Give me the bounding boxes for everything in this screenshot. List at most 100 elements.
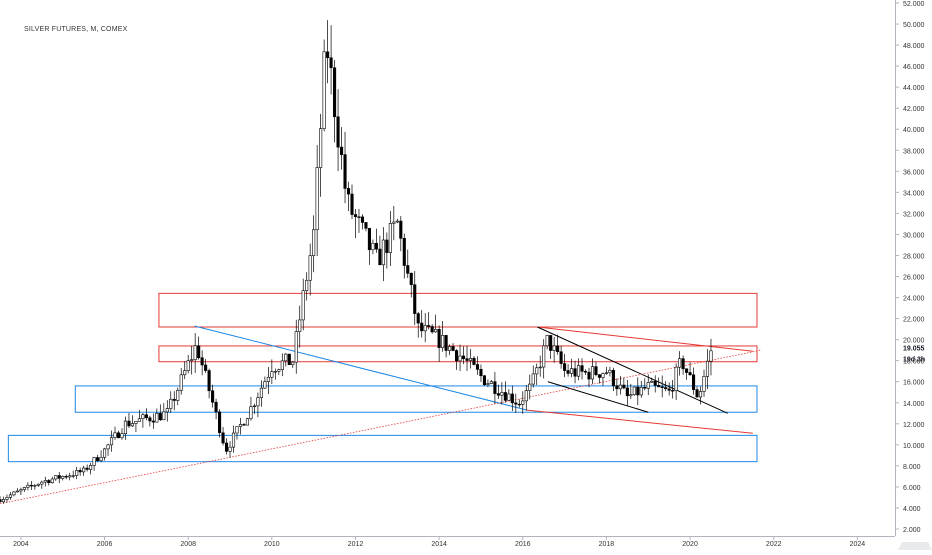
candle-body <box>109 437 114 446</box>
candle-body <box>333 67 337 118</box>
candle-body <box>343 154 347 189</box>
candle-body <box>158 413 162 421</box>
candle-body <box>305 279 309 292</box>
candles-layer <box>0 20 713 504</box>
candle-body <box>416 313 420 324</box>
candle-body <box>12 491 16 496</box>
y-tick-label: 22.000 <box>903 317 925 324</box>
candle-body <box>231 432 236 448</box>
candle-body <box>207 370 211 392</box>
candle-body <box>186 360 190 371</box>
candle-body <box>503 392 507 401</box>
candle-body <box>437 329 441 348</box>
candle-body <box>353 214 358 218</box>
candle-body <box>542 345 546 368</box>
candle-body <box>698 391 703 398</box>
candle-body <box>653 380 657 386</box>
y-tick-label: 30.000 <box>903 232 925 239</box>
candle-body <box>479 369 483 377</box>
candle-body <box>625 387 629 397</box>
candle-body <box>556 345 560 353</box>
candle-body <box>409 273 413 286</box>
y-tick-label: 44.000 <box>903 85 925 92</box>
candle-body <box>402 238 406 266</box>
candle-body <box>374 242 378 250</box>
candle-body <box>420 322 424 332</box>
candle-body <box>54 475 58 480</box>
candle-body <box>685 368 689 373</box>
y-tick-label: 8.000 <box>903 464 921 471</box>
candle-body <box>116 432 121 439</box>
candle-body <box>385 239 389 253</box>
candle-body <box>500 392 504 396</box>
y-tick-label: 6.000 <box>903 485 921 492</box>
candle-body <box>604 372 608 374</box>
candle-body <box>587 371 591 380</box>
x-tick-label: 2010 <box>264 541 280 548</box>
candle-body <box>702 376 706 392</box>
candle-body <box>134 420 138 424</box>
candle-body <box>172 398 176 401</box>
candle-body <box>242 424 246 426</box>
x-tick-label: 2014 <box>431 541 447 548</box>
y-tick-label: 34.000 <box>903 190 925 197</box>
candle-body <box>120 433 124 439</box>
y-tick-label: 4.000 <box>903 506 921 513</box>
candle-body <box>294 331 298 363</box>
candle-body <box>218 411 222 434</box>
candle-body <box>510 393 514 404</box>
candle-body <box>524 390 528 402</box>
y-tick-label: 50.000 <box>903 22 925 29</box>
candle-body <box>89 465 93 470</box>
x-tick-label: 2024 <box>850 541 866 548</box>
candle-body <box>96 457 100 461</box>
candle-body <box>176 390 180 401</box>
candle-body <box>183 370 187 376</box>
x-tick-label: 2004 <box>13 541 29 548</box>
candle-body <box>521 400 525 405</box>
last-price-box <box>896 342 932 353</box>
candle-body <box>451 346 455 351</box>
candle-body <box>47 480 51 483</box>
candle-body <box>639 386 643 396</box>
y-tick-label: 36.000 <box>903 169 925 176</box>
candle-body <box>545 335 549 347</box>
candle-body <box>301 290 305 321</box>
y-tick-label: 26.000 <box>903 275 925 282</box>
candle-body <box>200 357 204 366</box>
last-price-label: 19.055 <box>903 346 925 353</box>
candle-body <box>590 366 595 380</box>
candle-body <box>632 386 636 395</box>
candle-body <box>284 353 288 362</box>
candle-body <box>482 375 486 386</box>
candle-body <box>130 423 134 427</box>
zone-rectangle <box>74 385 758 413</box>
candle-body <box>224 442 229 452</box>
candle-body <box>137 418 141 422</box>
candle-body <box>441 335 445 348</box>
candle-body <box>75 470 79 476</box>
candle-body <box>395 220 399 223</box>
y-tick-label: 18.000 <box>903 359 925 366</box>
trendline <box>194 325 528 411</box>
candle-body <box>263 381 267 389</box>
candle-body <box>238 424 243 427</box>
trendline <box>526 409 753 434</box>
candle-body <box>103 448 107 458</box>
x-tick-label: 2016 <box>515 541 531 548</box>
zone-rectangle <box>158 292 758 328</box>
candle-body <box>326 51 330 59</box>
candle-body <box>162 411 166 421</box>
candle-body <box>629 394 633 397</box>
candle-body <box>273 371 277 373</box>
y-tick-label: 16.000 <box>903 380 925 387</box>
candle-body <box>68 475 72 478</box>
candle-body <box>583 371 588 373</box>
candle-body <box>127 420 131 427</box>
y-tick-label: 14.000 <box>903 401 925 408</box>
candle-body <box>681 358 685 370</box>
candle-body <box>33 485 37 487</box>
candle-body <box>82 467 86 473</box>
candle-body <box>496 393 500 396</box>
